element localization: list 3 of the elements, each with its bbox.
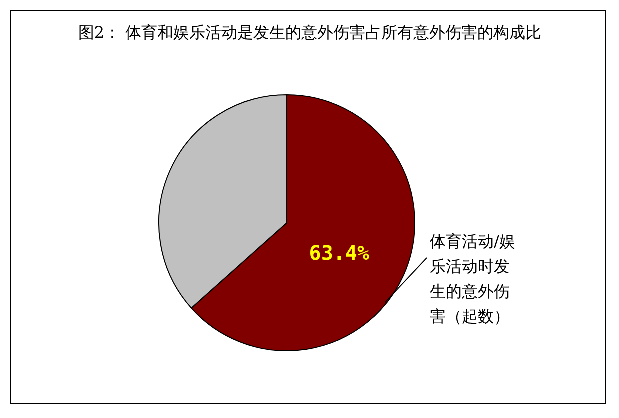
slice-label: 体育活动/娱乐活动时发生的意外伤害（起数） — [430, 231, 516, 328]
data-label: 63.4% — [309, 241, 370, 266]
chart-title: 图2： 体育和娱乐活动是发生的意外伤害占所有意外伤害的构成比 — [77, 22, 543, 44]
